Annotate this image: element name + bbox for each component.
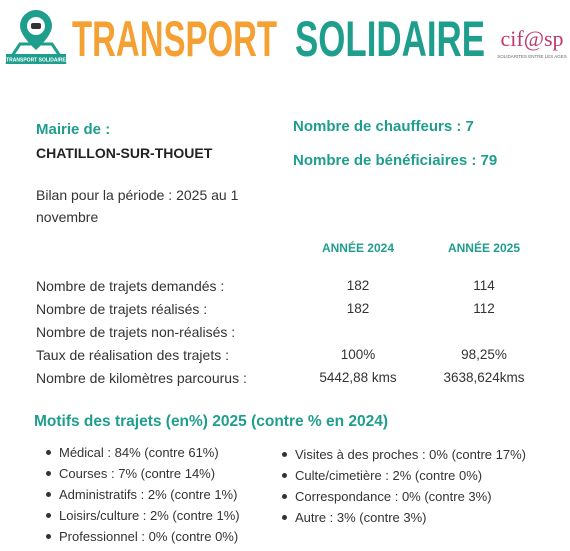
row-label: Nombre de trajets non-réalisés :: [36, 324, 236, 340]
motif-item: Médical : 84% (contre 61%): [44, 442, 274, 463]
motif-item: Autre : 3% (contre 3%): [280, 507, 538, 528]
motifs-title: Motifs des trajets (en%) 2025 (contre % …: [34, 413, 389, 430]
value-2024: 100%: [340, 347, 376, 362]
chauffeurs: Nombre de chauffeurs : 7: [293, 118, 474, 135]
header-2024: ANNÉE 2024: [321, 241, 395, 255]
value-2025: 114: [473, 278, 495, 293]
value-2024: 5442,88 kms: [319, 370, 397, 385]
logo-right: cif@sp: [500, 26, 563, 51]
value-2024: 182: [346, 301, 370, 316]
value-2024: 182: [346, 278, 370, 293]
motif-item: Professionnel : 0% (contre 0%): [44, 526, 274, 547]
motifs-left: Médical : 84% (contre 61%) Courses : 7% (…: [44, 442, 274, 547]
header: TRANSPORT SOLIDAIRE TRANSPORT SOLIDAIRE …: [5, 10, 567, 67]
motif-item: Correspondance : 0% (contre 3%): [280, 486, 538, 507]
value-2025: 112: [473, 301, 495, 316]
title-part2: SOLIDAIRE: [295, 11, 485, 67]
period: Bilan pour la période : 2025 au 1 novemb…: [36, 187, 239, 225]
motif-item: Culte/cimetière : 2% (contre 0%): [280, 465, 538, 486]
motif-item: Loisirs/culture : 2% (contre 1%): [44, 505, 274, 526]
beneficiaires: Nombre de bénéficiaires : 79: [293, 152, 498, 169]
motif-item: Courses : 7% (contre 14%): [44, 463, 274, 484]
row-label: Nombre de trajets demandés :: [36, 278, 225, 294]
row-label: Nombre de kilomètres parcourus :: [36, 370, 247, 386]
motif-item: Administratifs : 2% (contre 1%): [44, 484, 274, 505]
value-2025: 98,25%: [461, 347, 507, 362]
header-2025: ANNÉE 2025: [447, 241, 521, 255]
commune: CHATILLON-SUR-THOUET: [36, 145, 213, 161]
mairie-label: Mairie de :: [36, 121, 111, 138]
logo-right-tagline: SOLIDARITES ENTRE LES AGES: [497, 54, 567, 59]
title-part1: TRANSPORT: [72, 11, 277, 67]
row-label: Nombre de trajets réalisés :: [36, 301, 208, 317]
logo-left: TRANSPORT SOLIDAIRE: [5, 10, 67, 64]
motif-item: Visites à des proches : 0% (contre 17%): [280, 444, 538, 465]
logo-left-text: TRANSPORT SOLIDAIRE: [6, 58, 66, 64]
value-2025: 3638,624kms: [443, 370, 525, 385]
motifs-right: Visites à des proches : 0% (contre 17%) C…: [280, 444, 538, 528]
row-label: Taux de réalisation des trajets :: [36, 347, 229, 363]
